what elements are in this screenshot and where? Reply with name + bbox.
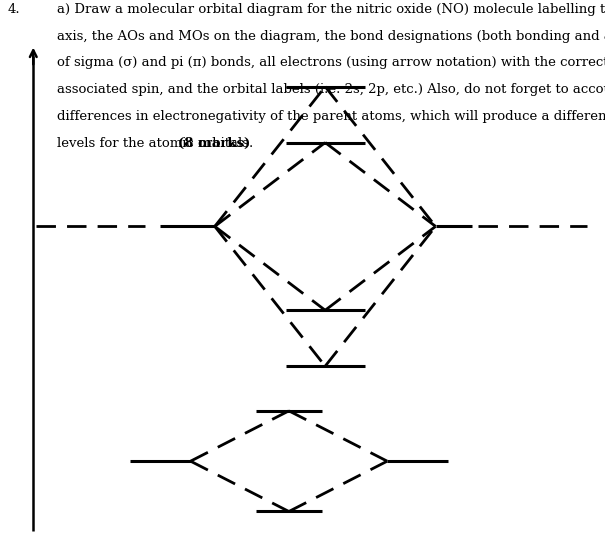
Text: a) Draw a molecular orbital diagram for the nitric oxide (NO) molecule labelling: a) Draw a molecular orbital diagram for … [57, 3, 605, 16]
Text: differences in electronegativity of the parent atoms, which will produce a diffe: differences in electronegativity of the … [57, 110, 605, 123]
Text: associated spin, and the orbital labels (i.e. 2s, 2p, etc.) Also, do not forget : associated spin, and the orbital labels … [57, 83, 605, 96]
Text: of sigma (σ) and pi (π) bonds, all electrons (using arrow notation) with the cor: of sigma (σ) and pi (π) bonds, all elect… [57, 56, 605, 69]
Text: 4.: 4. [7, 3, 20, 16]
Text: (8 marks): (8 marks) [177, 137, 250, 150]
Text: levels for the atomic orbitals.: levels for the atomic orbitals. [57, 137, 258, 150]
Text: axis, the AOs and MOs on the diagram, the bond designations (both bonding and an: axis, the AOs and MOs on the diagram, th… [57, 30, 605, 42]
